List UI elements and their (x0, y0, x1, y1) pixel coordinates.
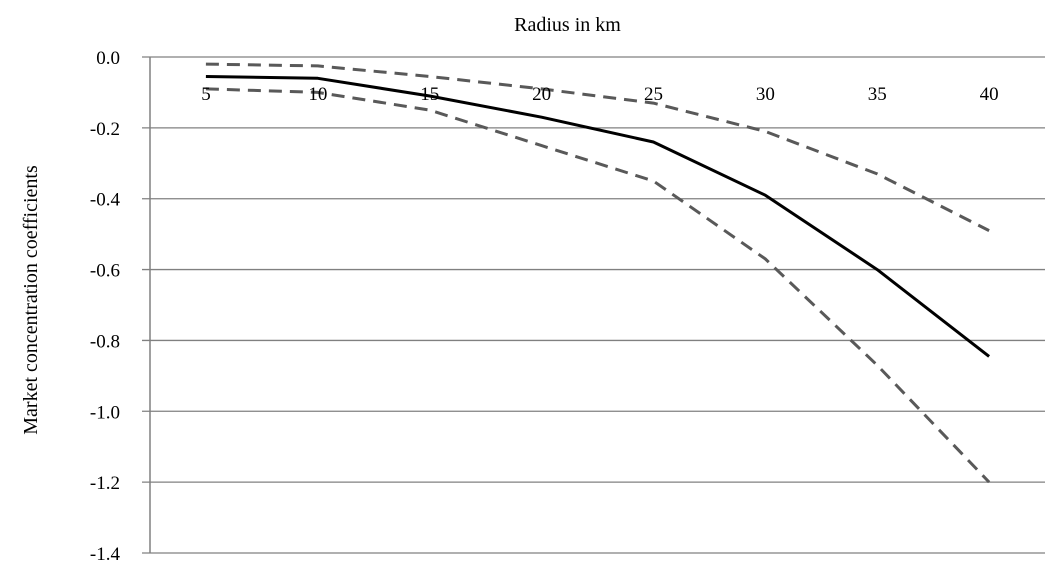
series-line-bound (205, 62, 990, 232)
y-tick-label: -0.8 (90, 331, 120, 352)
y-tick-label: -0.6 (90, 261, 120, 282)
y-tick-label: -1.2 (90, 473, 120, 494)
x-tick-label: 30 (756, 84, 775, 105)
gridlines (142, 56, 1045, 554)
x-tick-label: 25 (644, 84, 663, 105)
series-line-central (205, 75, 991, 358)
series-line-bound (205, 87, 991, 484)
x-tick-label: 10 (308, 84, 327, 105)
y-tick-label: -1.0 (90, 402, 120, 423)
x-tick-label: 15 (420, 84, 439, 105)
x-tick-label: 40 (980, 84, 999, 105)
x-tick-label: 35 (868, 84, 887, 105)
y-axis-title: Market concentration coefficients (20, 165, 42, 435)
series-lines (205, 62, 991, 484)
y-tick-label: 0.0 (96, 48, 120, 69)
x-tick-label: 20 (532, 84, 551, 105)
y-tick-label: -1.4 (90, 544, 121, 565)
x-axis-title: Radius in km (514, 14, 621, 36)
y-tick-label: -0.2 (90, 119, 120, 140)
y-tick-label: -0.4 (90, 190, 121, 211)
y-tick-labels: 0.0 -0.2 -0.4 -0.6 -0.8 -1.0 -1.2 -1.4 (90, 48, 121, 565)
x-tick-label: 5 (201, 84, 211, 105)
x-tick-labels: 5 10 15 20 25 30 35 40 (201, 84, 998, 105)
